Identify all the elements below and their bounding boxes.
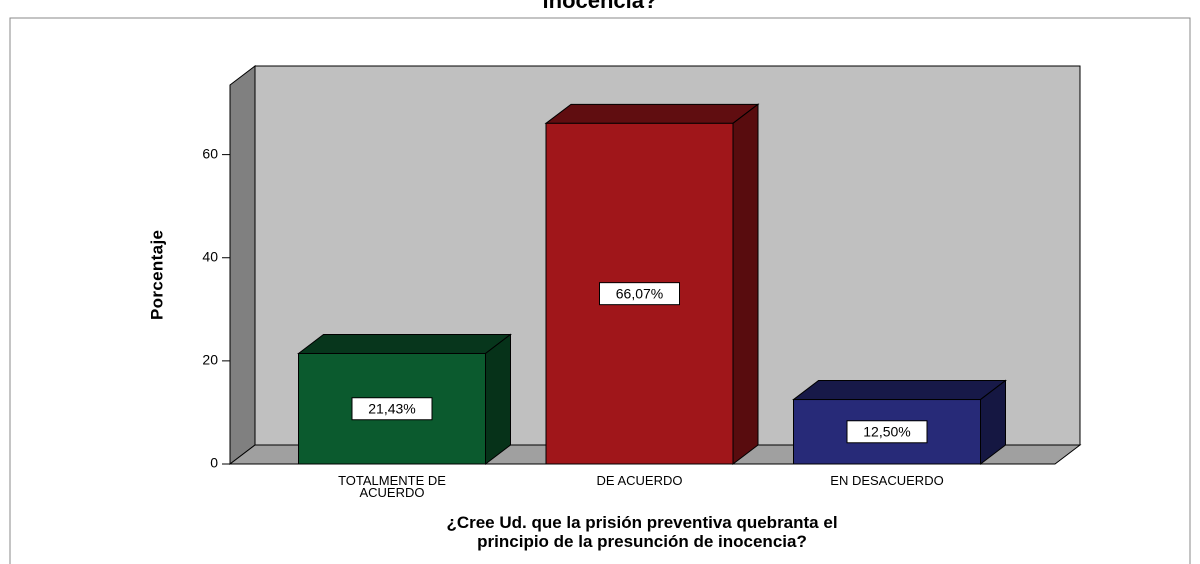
bar [792, 379, 1007, 466]
bar-top [297, 333, 512, 354]
value-label-box [599, 282, 680, 306]
x-axis-label: ¿Cree Ud. que la prisión preventiva queb… [446, 513, 837, 551]
bar-side [732, 103, 759, 466]
y-tick-label: 40 [202, 248, 218, 264]
chart-title: inocencia? [543, 0, 658, 13]
y-tick-label: 0 [210, 455, 218, 471]
value-label: 66,07% [616, 285, 663, 301]
bar-front [793, 399, 981, 465]
x-tick-label-line: DE ACUERDO [597, 473, 683, 488]
y-tick-label: 20 [202, 352, 218, 368]
bar-side [485, 333, 511, 466]
value-label: 21,43% [368, 400, 415, 416]
x-tick-label-line: EN DESACUERDO [830, 473, 943, 488]
x-tick-label: DE ACUERDO [597, 473, 683, 488]
bar-top [544, 103, 760, 124]
y-axis-label: Porcentaje [147, 230, 166, 320]
x-tick-label-line: TOTALMENTE DE [338, 473, 446, 488]
value-label-box [351, 397, 433, 421]
value-label-box [846, 420, 928, 444]
x-tick-label: EN DESACUERDO [830, 473, 943, 488]
x-tick-label-line: ACUERDO [359, 485, 424, 500]
x-axis-label-line: principio de la presunción de inocencia? [477, 532, 807, 551]
x-axis-label-line: ¿Cree Ud. que la prisión preventiva queb… [446, 513, 837, 532]
value-label: 12,50% [863, 423, 910, 439]
y-tick-label: 60 [202, 145, 218, 161]
bar [544, 103, 760, 466]
side-wall [229, 64, 256, 466]
x-tick-label: TOTALMENTE DE ACUERDO [338, 473, 446, 500]
bar-top [792, 380, 1007, 401]
